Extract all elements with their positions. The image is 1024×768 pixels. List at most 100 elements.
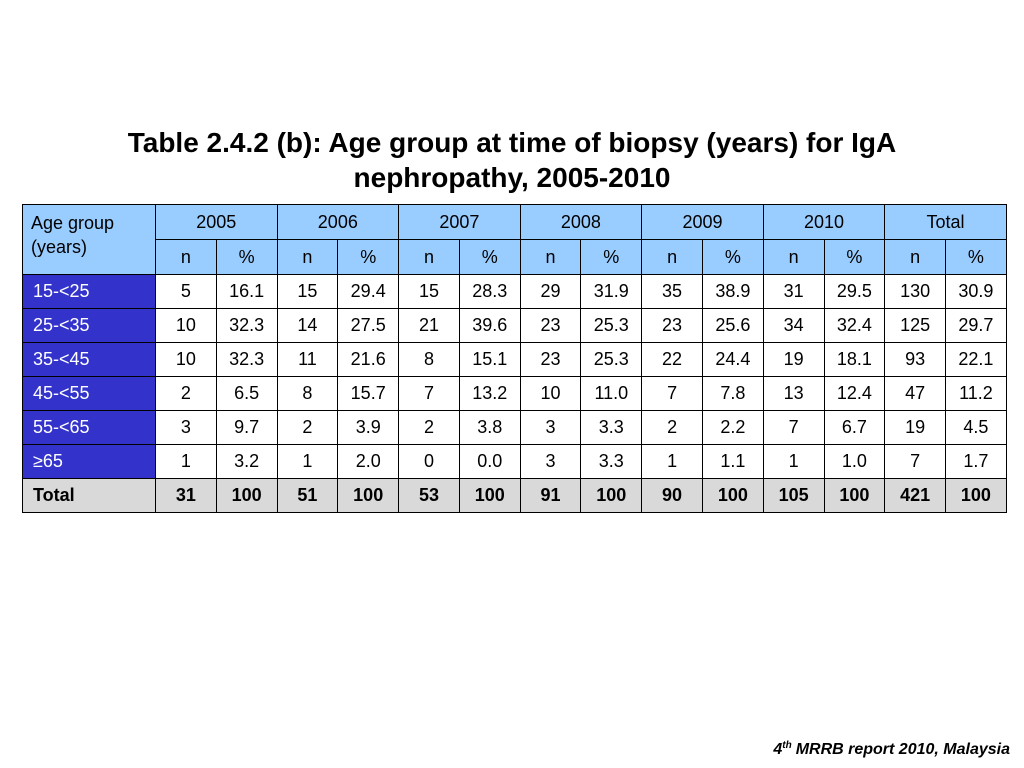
cell-25-lt-35-2008-n: 23 xyxy=(519,308,582,343)
cell-ge-65-2009-n: 1 xyxy=(641,444,703,479)
cell-45-lt-55-2008-n: 10 xyxy=(519,376,582,411)
column-header-2008: 2008 xyxy=(519,204,643,240)
total-total-n: 421 xyxy=(884,478,947,513)
cell-55-lt-65-2006-percent: 3.9 xyxy=(337,410,400,445)
cell-55-lt-65-2010-n: 7 xyxy=(762,410,825,445)
cell-15-lt-25-2008-n: 29 xyxy=(519,274,582,309)
subheader-2008-n: n xyxy=(519,239,582,275)
cell-25-lt-35-2010-n: 34 xyxy=(762,308,825,343)
cell-25-lt-35-2009-percent: 25.6 xyxy=(701,308,764,343)
cell-25-lt-35-total-n: 125 xyxy=(884,308,947,343)
cell-15-lt-25-2008-percent: 31.9 xyxy=(580,274,643,309)
subheader-total-n: n xyxy=(884,239,947,275)
cell-15-lt-25-2006-percent: 29.4 xyxy=(337,274,400,309)
cell-ge-65-2010-n: 1 xyxy=(762,444,825,479)
cell-35-lt-45-2009-percent: 24.4 xyxy=(701,342,764,377)
column-header-2010: 2010 xyxy=(762,204,886,240)
cell-15-lt-25-2010-percent: 29.5 xyxy=(823,274,886,309)
subheader-2010-percent: % xyxy=(823,239,886,275)
row-label-55-lt-65: 55-<65 xyxy=(22,410,156,445)
total-2010-n: 105 xyxy=(762,478,825,513)
column-header-2009: 2009 xyxy=(641,204,764,240)
cell-55-lt-65-2010-percent: 6.7 xyxy=(823,410,886,445)
cell-25-lt-35-2006-n: 14 xyxy=(276,308,339,343)
total-2006-n: 51 xyxy=(276,478,339,513)
cell-15-lt-25-total-n: 130 xyxy=(884,274,947,309)
footer-text: MRRB report 2010, Malaysia xyxy=(795,741,1010,758)
cell-35-lt-45-2010-percent: 18.1 xyxy=(823,342,886,377)
cell-25-lt-35-2007-n: 21 xyxy=(398,308,460,343)
cell-55-lt-65-2009-percent: 2.2 xyxy=(701,410,764,445)
cell-45-lt-55-total-percent: 11.2 xyxy=(945,376,1007,411)
cell-35-lt-45-2009-n: 22 xyxy=(641,342,703,377)
total-2005-percent: 100 xyxy=(215,478,278,513)
subheader-total-percent: % xyxy=(945,239,1007,275)
cell-35-lt-45-2005-n: 10 xyxy=(155,342,217,377)
total-2007-n: 53 xyxy=(398,478,460,513)
subheader-2010-n: n xyxy=(762,239,825,275)
footer-ordinal-suffix: th xyxy=(782,740,792,751)
cell-25-lt-35-2005-n: 10 xyxy=(155,308,217,343)
cell-45-lt-55-2005-percent: 6.5 xyxy=(215,376,278,411)
cell-25-lt-35-2009-n: 23 xyxy=(641,308,703,343)
cell-25-lt-35-2005-percent: 32.3 xyxy=(215,308,278,343)
cell-45-lt-55-2007-percent: 13.2 xyxy=(458,376,521,411)
total-2009-n: 90 xyxy=(641,478,703,513)
subheader-2006-percent: % xyxy=(337,239,400,275)
row-label-ge-65: ≥65 xyxy=(22,444,156,479)
table-body: 15-<25 5 16.1 15 29.4 15 28.3 29 31.9 35 38.9 31 29.… xyxy=(22,274,1007,513)
cell-45-lt-55-total-n: 47 xyxy=(884,376,947,411)
cell-25-lt-35-2010-percent: 32.4 xyxy=(823,308,886,343)
header-row-subcolumns: n% n% n% n% n% n% n% xyxy=(23,239,1007,275)
table-row-55-lt-65: 55-<65 3 9.7 2 3.9 2 3.8 3 3.3 2 2.2 7 6.7 19 4.5 xyxy=(22,410,1007,445)
cell-55-lt-65-2008-percent: 3.3 xyxy=(580,410,643,445)
cell-15-lt-25-2010-n: 31 xyxy=(762,274,825,309)
cell-35-lt-45-2005-percent: 32.3 xyxy=(215,342,278,377)
cell-35-lt-45-2007-percent: 15.1 xyxy=(458,342,521,377)
subheader-2005-n: n xyxy=(155,239,217,275)
total-2010-percent: 100 xyxy=(823,478,886,513)
subheader-2009-n: n xyxy=(641,239,703,275)
total-total-percent: 100 xyxy=(945,478,1007,513)
subheader-2007-n: n xyxy=(398,239,460,275)
cell-15-lt-25-total-percent: 30.9 xyxy=(945,274,1007,309)
cell-35-lt-45-total-percent: 22.1 xyxy=(945,342,1007,377)
cell-25-lt-35-2006-percent: 27.5 xyxy=(337,308,400,343)
column-header-2007: 2007 xyxy=(398,204,521,240)
cell-35-lt-45-2010-n: 19 xyxy=(762,342,825,377)
cell-ge-65-2005-percent: 3.2 xyxy=(215,444,278,479)
column-header-2005: 2005 xyxy=(155,204,278,240)
cell-25-lt-35-total-percent: 29.7 xyxy=(945,308,1007,343)
table-header: Age group (years) 2005 2006 2007 2008 2009 20… xyxy=(22,204,1007,275)
row-label-45-lt-55: 45-<55 xyxy=(22,376,156,411)
subheader-2007-percent: % xyxy=(458,239,521,275)
row-label-15-lt-25: 15-<25 xyxy=(22,274,156,309)
table-row-ge-65: ≥65 1 3.2 1 2.0 0 0.0 3 3.3 1 1.1 1 1.0 7 1.7 xyxy=(22,444,1007,479)
cell-55-lt-65-2006-n: 2 xyxy=(276,410,339,445)
column-header-total: Total xyxy=(884,204,1007,240)
cell-ge-65-total-n: 7 xyxy=(884,444,947,479)
cell-ge-65-2010-percent: 1.0 xyxy=(823,444,886,479)
total-2008-n: 91 xyxy=(519,478,582,513)
cell-55-lt-65-2005-n: 3 xyxy=(155,410,217,445)
cell-15-lt-25-2007-percent: 28.3 xyxy=(458,274,521,309)
cell-35-lt-45-total-n: 93 xyxy=(884,342,947,377)
subheader-2008-percent: % xyxy=(580,239,643,275)
cell-45-lt-55-2007-n: 7 xyxy=(398,376,460,411)
total-2008-percent: 100 xyxy=(580,478,643,513)
table-row-45-lt-55: 45-<55 2 6.5 8 15.7 7 13.2 10 11.0 7 7.8 13 12.4 47 11… xyxy=(22,376,1007,411)
footer-citation: 4th MRRB report 2010, Malaysia xyxy=(773,740,1010,762)
table-row-15-lt-25: 15-<25 5 16.1 15 29.4 15 28.3 29 31.9 35 38.9 31 29.… xyxy=(22,274,1007,309)
cell-ge-65-2008-percent: 3.3 xyxy=(580,444,643,479)
cell-55-lt-65-2007-n: 2 xyxy=(398,410,460,445)
total-row: Total 31 100 51 100 53 100 91 100 90 100 105 100 421 1… xyxy=(22,478,1007,513)
row-label-35-lt-45: 35-<45 xyxy=(22,342,156,377)
cell-35-lt-45-2006-n: 11 xyxy=(276,342,339,377)
cell-35-lt-45-2008-n: 23 xyxy=(519,342,582,377)
total-2007-percent: 100 xyxy=(458,478,521,513)
cell-15-lt-25-2006-n: 15 xyxy=(276,274,339,309)
cell-ge-65-2008-n: 3 xyxy=(519,444,582,479)
cell-15-lt-25-2005-n: 5 xyxy=(155,274,217,309)
age-group-header: Age group (years) xyxy=(22,204,156,275)
cell-55-lt-65-2009-n: 2 xyxy=(641,410,703,445)
